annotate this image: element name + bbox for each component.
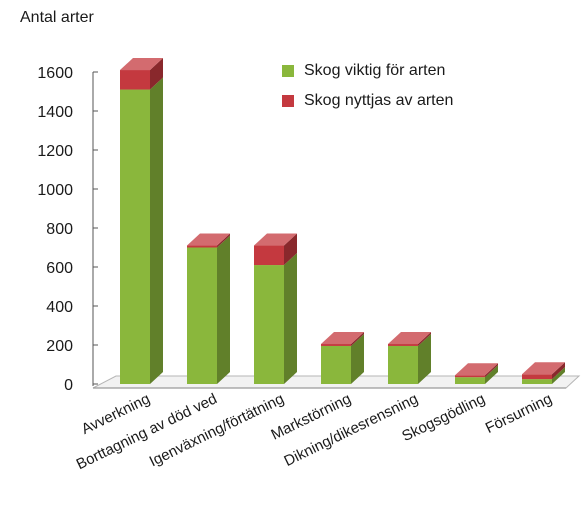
- bar-top: [455, 363, 498, 376]
- bar-top: [254, 233, 297, 246]
- y-tick-label: 1600: [37, 65, 73, 82]
- y-tick-label: 400: [46, 299, 73, 316]
- bar-top: [187, 233, 230, 246]
- bar-side-skog-viktig: [418, 333, 431, 384]
- legend: Skog viktig för arten Skog nyttjas av ar…: [282, 60, 453, 120]
- y-tick-label: 800: [46, 221, 73, 238]
- bar-side-skog-nyttjas: [485, 363, 498, 378]
- y-tick-label: 600: [46, 260, 73, 277]
- legend-label: Skog nyttjas av arten: [304, 92, 454, 109]
- bar-side-skog-viktig: [217, 235, 230, 384]
- y-tick-label: 1200: [37, 143, 73, 160]
- bar-segment-skog-nyttjas: [321, 344, 351, 346]
- bar-side-skog-viktig: [485, 365, 498, 384]
- bar-segment-skog-viktig: [522, 379, 552, 384]
- bar-side-skog-viktig: [150, 77, 163, 385]
- bar-segment-skog-nyttjas: [120, 70, 150, 90]
- bar-top: [321, 332, 364, 345]
- bar-segment-skog-viktig: [254, 265, 284, 384]
- bar-segment-skog-viktig: [455, 377, 485, 384]
- bar-segment-skog-viktig: [120, 89, 150, 385]
- bar-segment-skog-viktig: [388, 345, 418, 384]
- bar-top: [522, 362, 565, 375]
- bar-side-skog-nyttjas: [284, 233, 297, 266]
- bar-segment-skog-nyttjas: [388, 344, 418, 346]
- bar-side-skog-nyttjas: [217, 233, 230, 248]
- legend-swatch-green: [282, 65, 294, 77]
- bar-top: [388, 332, 431, 345]
- bar-side-skog-viktig: [552, 367, 565, 384]
- bar-segment-skog-nyttjas: [254, 245, 284, 266]
- bar-segment-skog-nyttjas: [455, 375, 485, 378]
- y-tick-label: 1400: [37, 104, 73, 121]
- legend-label: Skog viktig för arten: [304, 62, 446, 79]
- legend-item-skog-viktig: Skog viktig för arten: [282, 60, 453, 82]
- bar-top: [120, 58, 163, 71]
- y-tick-label: 0: [64, 377, 73, 394]
- y-tick-label: 1000: [37, 182, 73, 199]
- legend-swatch-red: [282, 95, 294, 107]
- bar-segment-skog-nyttjas: [187, 245, 217, 248]
- bar-side-skog-viktig: [284, 253, 297, 384]
- bar-side-skog-nyttjas: [418, 332, 431, 346]
- bar-side-skog-nyttjas: [351, 332, 364, 346]
- bar-segment-skog-nyttjas: [522, 374, 552, 380]
- bar-segment-skog-viktig: [321, 345, 351, 384]
- x-tick-label: Försurning: [483, 390, 555, 437]
- bar-side-skog-viktig: [351, 333, 364, 384]
- y-tick-label: 200: [46, 338, 73, 355]
- legend-item-skog-nyttjas: Skog nyttjas av arten: [282, 90, 453, 112]
- bar-side-skog-nyttjas: [552, 362, 565, 380]
- bar-segment-skog-viktig: [187, 247, 217, 384]
- bar-side-skog-nyttjas: [150, 58, 163, 90]
- y-axis-label: Antal arter: [20, 9, 94, 26]
